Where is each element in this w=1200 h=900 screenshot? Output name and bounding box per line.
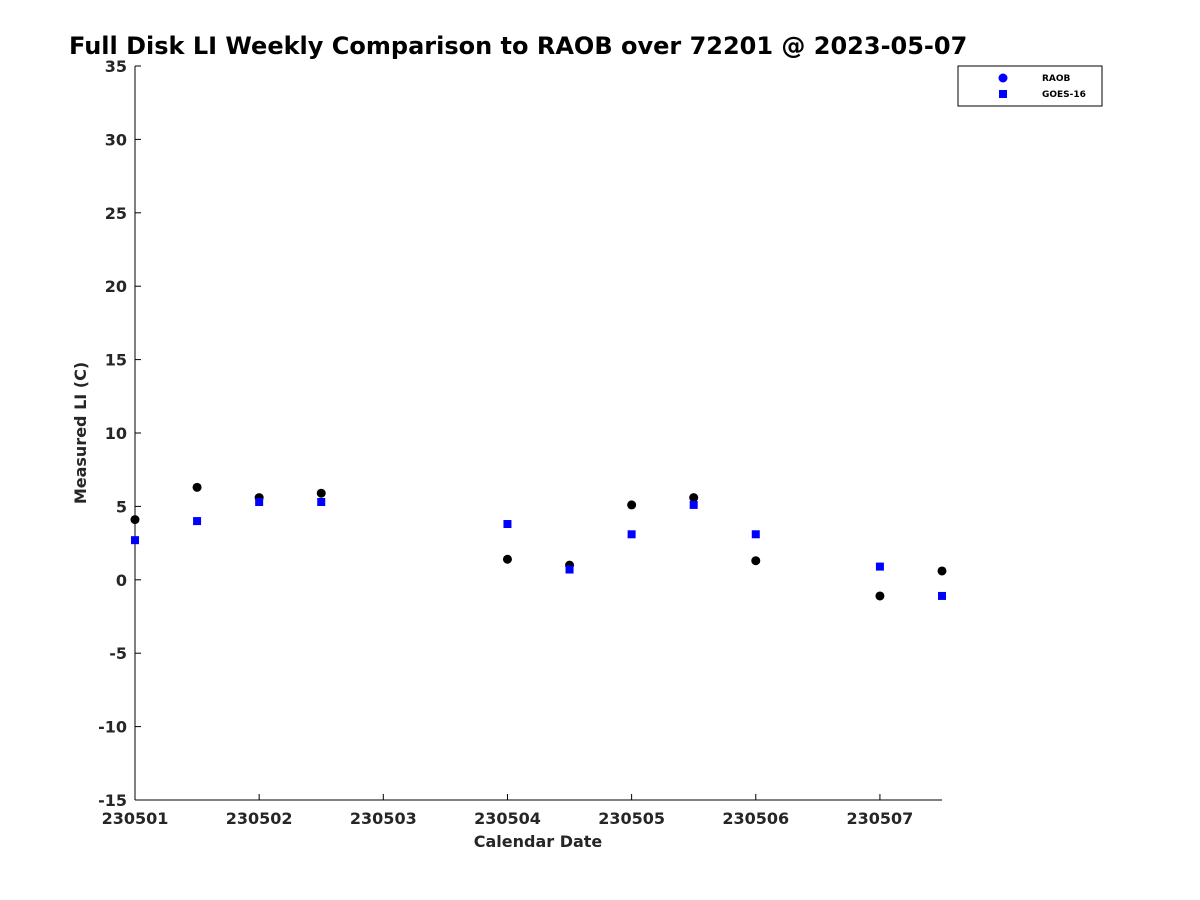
x-tick-label: 230502 [226, 809, 293, 828]
y-tick-label: 5 [116, 497, 127, 516]
axes [134, 66, 942, 801]
point-goes16 [875, 562, 884, 571]
legend-label-goes16: GOES-16 [1042, 90, 1086, 100]
point-raob [502, 554, 512, 564]
x-tick-label: 230505 [598, 809, 665, 828]
legend-marker-raob [998, 73, 1008, 83]
point-raob [130, 515, 140, 525]
y-tick-label: 35 [105, 57, 127, 76]
y-tick-label: -10 [98, 718, 127, 737]
legend: RAOB GOES-16 [957, 65, 1103, 107]
x-axis-label: Calendar Date [474, 832, 603, 851]
y-tick-label: 20 [105, 277, 127, 296]
x-tick-label: 230503 [350, 809, 417, 828]
legend-box [957, 65, 1103, 107]
y-tick-label: 15 [105, 351, 127, 370]
x-tick-label: 230507 [847, 809, 914, 828]
x-tick-label: 230501 [102, 809, 169, 828]
point-goes16 [689, 500, 698, 509]
y-tick-label: 30 [105, 130, 127, 149]
y-tick-label: 25 [105, 204, 127, 223]
y-tick-label: 10 [105, 424, 127, 443]
y-tick-label: -5 [109, 644, 127, 663]
point-goes16 [131, 536, 139, 545]
x-tick-label: 230504 [474, 809, 541, 828]
point-goes16 [317, 497, 326, 506]
y-ticks: -15 -10 -5 0 5 10 15 20 25 30 35 [98, 57, 141, 810]
y-tick-label: -15 [98, 791, 127, 810]
legend-label-raob: RAOB [1042, 74, 1071, 84]
point-goes16 [503, 520, 512, 529]
chart-title: Full Disk LI Weekly Comparison to RAOB o… [69, 32, 967, 60]
x-tick-label: 230506 [722, 809, 789, 828]
legend-marker-goes16 [999, 90, 1007, 98]
point-raob [627, 500, 637, 510]
point-raob [751, 556, 761, 566]
data-points [130, 482, 947, 601]
y-axis-label: Measured LI (C) [71, 362, 90, 504]
y-tick-label: 0 [116, 571, 127, 590]
point-goes16 [938, 591, 946, 600]
point-raob [937, 566, 947, 576]
point-goes16 [193, 517, 202, 526]
point-goes16 [627, 530, 636, 539]
point-raob [192, 482, 202, 492]
point-raob [316, 488, 326, 498]
point-goes16 [565, 565, 574, 574]
point-goes16 [751, 530, 760, 539]
point-raob [875, 591, 885, 601]
point-goes16 [255, 497, 264, 506]
point-raob [689, 493, 699, 503]
x-ticks: 230501 230502 230503 230504 230505 230506 2305… [102, 794, 914, 828]
